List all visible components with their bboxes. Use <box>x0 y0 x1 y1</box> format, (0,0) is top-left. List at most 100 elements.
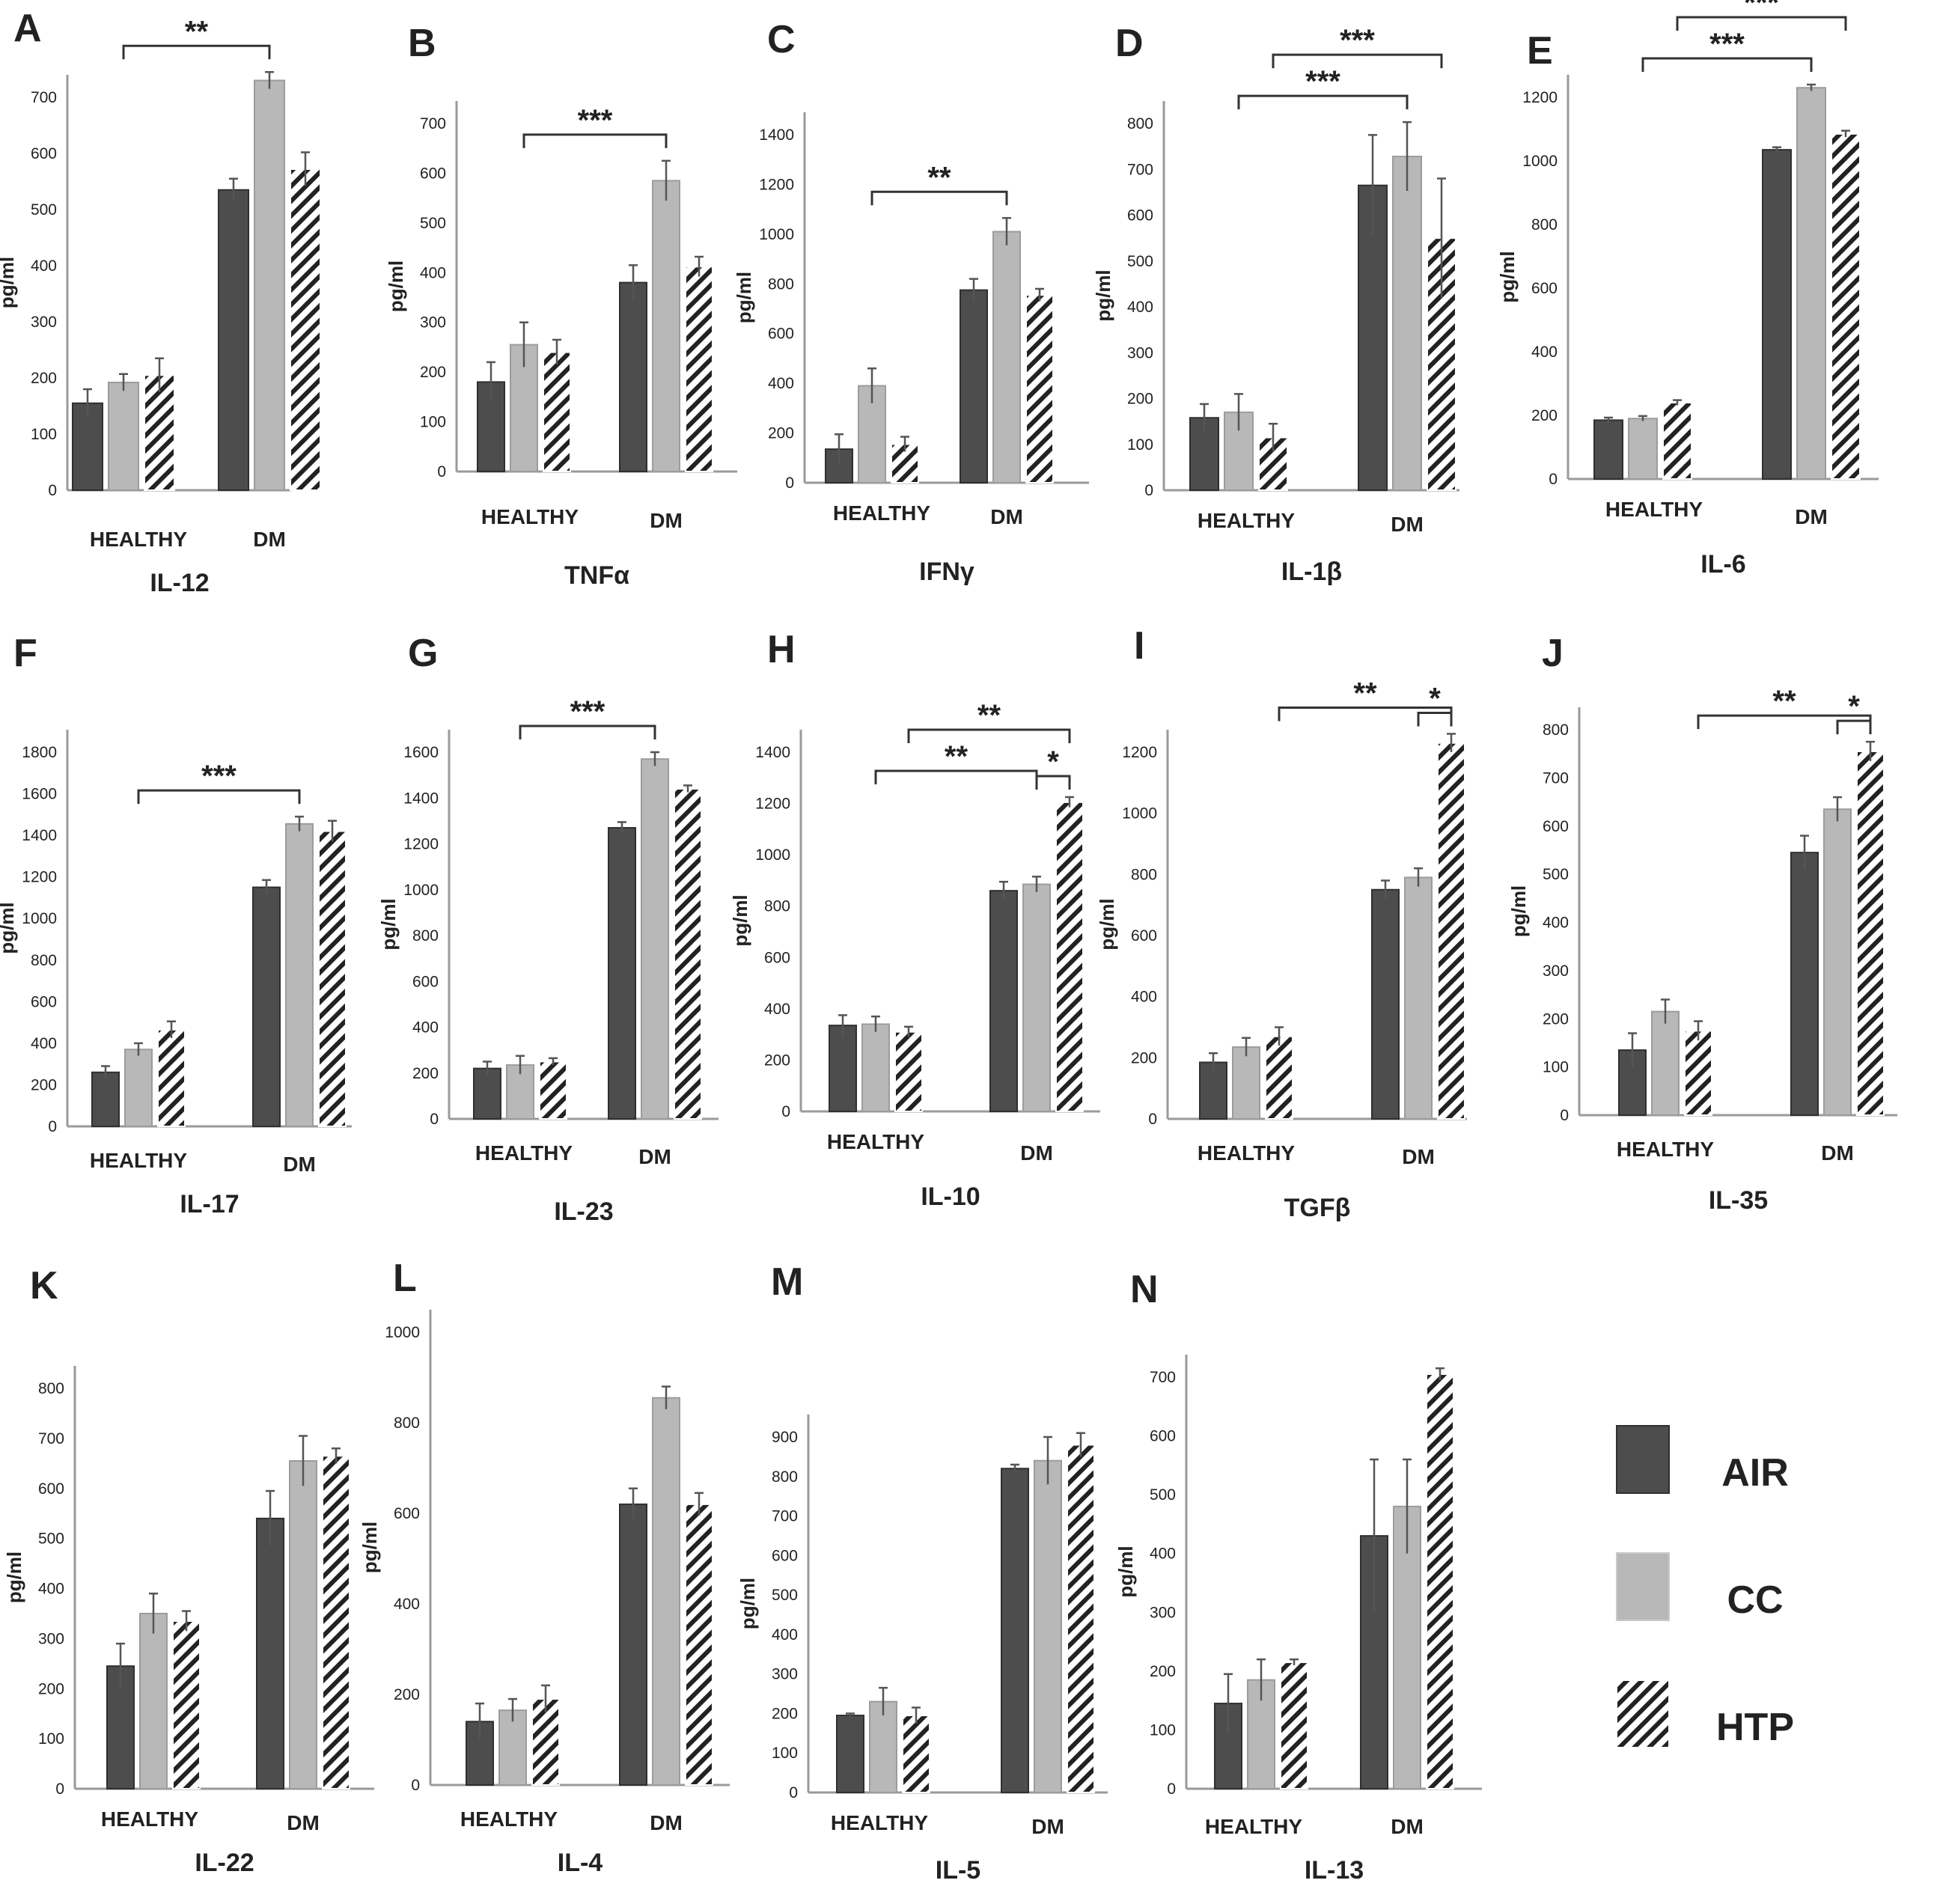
x-category-label: DM <box>283 1153 316 1176</box>
y-tick-label: 100 <box>772 1745 798 1762</box>
y-tick-label: 600 <box>394 1505 420 1522</box>
y-tick-label: 200 <box>394 1686 420 1703</box>
bar-htp-healthy <box>543 351 571 473</box>
significance-bracket: ** <box>1278 677 1453 721</box>
x-category-label: HEALTHY <box>827 1130 924 1153</box>
bar-htp-dm <box>1437 742 1465 1120</box>
y-tick-label: 800 <box>31 952 57 969</box>
x-category-label: HEALTHY <box>475 1141 573 1165</box>
y-tick-label: 1600 <box>403 744 439 761</box>
bar-cc-dm <box>652 180 680 472</box>
y-tick-label: 0 <box>1144 482 1153 499</box>
y-tick-label: 300 <box>31 314 57 331</box>
x-category-label: DM <box>1391 1815 1424 1838</box>
chart-panel-i: I 0 200 400 600 800 1000 1200 pg/ml HEALTHY DM TGFβ… <box>1096 624 1467 1222</box>
bar-htp-dm <box>685 1503 713 1786</box>
y-axis-label: pg/ml <box>729 894 751 946</box>
y-tick-label: 0 <box>789 1784 798 1801</box>
bar-air-dm <box>1358 184 1388 491</box>
y-tick-label: 600 <box>1150 1428 1176 1445</box>
y-tick-label: 500 <box>1150 1486 1176 1504</box>
significance-bracket: *** <box>137 760 301 805</box>
y-tick-label: 600 <box>31 145 57 162</box>
legend-swatch <box>1616 1679 1670 1748</box>
bar-cc-dm <box>652 1397 680 1786</box>
bar-cc-dm <box>254 79 285 491</box>
y-tick-label: 600 <box>1131 927 1157 945</box>
y-tick-label: 1200 <box>22 869 57 886</box>
bar-cc-healthy <box>498 1709 527 1786</box>
panel-letter: K <box>30 1264 58 1308</box>
y-tick-label: 200 <box>1127 391 1153 408</box>
chart-title: IFNγ <box>919 558 974 586</box>
x-category-label: HEALTHY <box>833 501 930 525</box>
y-tick-label: 700 <box>38 1430 64 1447</box>
chart-title: IL-23 <box>554 1197 613 1226</box>
significance-bracket: ** <box>870 161 1008 206</box>
panel-letter: L <box>393 1257 417 1300</box>
y-tick-label: 1000 <box>1122 805 1157 823</box>
panel-letter: G <box>408 632 438 675</box>
bar-cc-dm <box>992 231 1021 483</box>
chart-panel-c: C 0 200 400 600 800 1000 1200 1400 pg/ml HEALTHY DM… <box>733 18 1089 586</box>
bar-air-dm <box>1762 149 1792 480</box>
bracket-line <box>122 44 271 60</box>
chart-panel-h: H 0 200 400 600 800 1000 1200 1400 pg/ml HEALTHY DM… <box>729 628 1100 1211</box>
y-tick-label: 300 <box>772 1666 798 1683</box>
significance-label: ** <box>927 161 951 194</box>
bar-air-dm <box>619 1503 647 1786</box>
significance-label: *** <box>201 760 237 793</box>
y-axis-label: pg/ml <box>0 257 18 308</box>
significance-label: *** <box>1340 24 1375 57</box>
bar-air-dm <box>1790 852 1819 1116</box>
y-tick-label: 800 <box>1127 115 1153 132</box>
y-axis-label: pg/ml <box>1114 1546 1137 1597</box>
bar-cc-dm <box>1392 156 1422 491</box>
significance-label: ** <box>1353 677 1377 710</box>
y-tick-label: 200 <box>412 1065 439 1082</box>
x-category-label: HEALTHY <box>1605 498 1703 521</box>
y-tick-label: 500 <box>1127 253 1153 270</box>
chart-panel-d: D 0 100 200 300 400 500 600 700 800 pg/ml HEALTHY DM… <box>1092 22 1459 586</box>
y-tick-label: 800 <box>394 1415 420 1432</box>
y-axis-label: pg/ml <box>1096 898 1118 950</box>
x-category-label: DM <box>1020 1141 1053 1165</box>
chart-panel-n: N 0 100 200 300 400 500 600 700 pg/ml HEALTHY DM IL-… <box>1114 1268 1482 1885</box>
bar-htp-healthy <box>539 1061 567 1120</box>
y-tick-label: 400 <box>412 1019 439 1037</box>
bar-air-dm <box>608 827 636 1120</box>
bracket-line <box>1417 712 1453 727</box>
panel-letter: C <box>767 18 796 61</box>
y-tick-label: 800 <box>1543 721 1569 739</box>
significance-bracket: *** <box>1272 24 1443 69</box>
bar-air-healthy <box>91 1071 120 1128</box>
y-axis-label: pg/ml <box>377 898 400 950</box>
bar-htp-dm <box>1426 1373 1454 1789</box>
legend-item-air: AIR <box>1616 1425 1789 1495</box>
bar-cc-dm <box>1823 808 1852 1116</box>
y-tick-label: 1000 <box>1522 153 1558 170</box>
bar-htp-healthy <box>902 1715 930 1793</box>
bar-htp-dm <box>1067 1444 1095 1793</box>
y-tick-label: 100 <box>38 1730 64 1748</box>
y-tick-label: 200 <box>1543 1010 1569 1028</box>
chart-panel-b: B 0 100 200 300 400 500 600 700 pg/ml HEALTHY DM TNF… <box>385 22 737 590</box>
chart-panel-j: J 0 100 200 300 400 500 600 700 800 pg/ml HEALTHY DM… <box>1507 632 1897 1215</box>
x-category-label: DM <box>638 1145 671 1168</box>
panel-letter: J <box>1542 632 1564 675</box>
significance-bracket: ** <box>907 699 1071 743</box>
y-tick-label: 500 <box>38 1531 64 1548</box>
y-tick-label: 1200 <box>755 796 790 813</box>
y-tick-label: 700 <box>420 115 446 132</box>
significance-label: *** <box>1709 28 1745 61</box>
bracket-line <box>522 133 668 148</box>
bar-air-healthy <box>1199 1061 1227 1120</box>
y-tick-label: 300 <box>1543 962 1569 980</box>
legend-label: CC <box>1727 1578 1783 1622</box>
x-category-label: HEALTHY <box>1205 1815 1302 1838</box>
chart-title: IL-12 <box>150 569 209 597</box>
bar-htp-dm <box>290 168 321 491</box>
y-tick-label: 600 <box>764 949 790 966</box>
y-tick-label: 1600 <box>22 786 57 803</box>
significance-label: * <box>1429 683 1441 715</box>
